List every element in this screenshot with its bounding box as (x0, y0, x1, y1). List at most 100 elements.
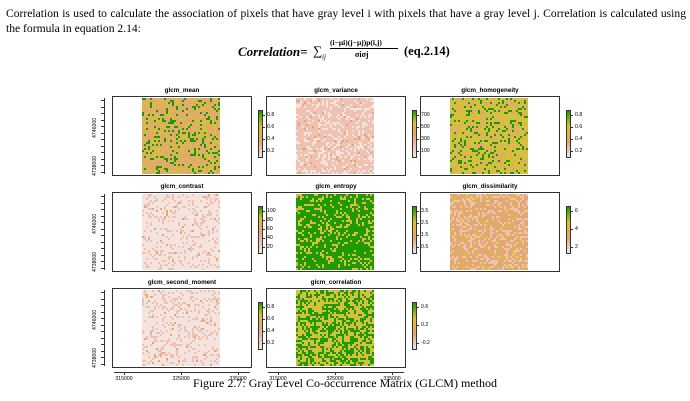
panel-title-glcm_entropy: glcm_entropy (315, 183, 357, 190)
y-axis-tick (101, 209, 104, 210)
legend-tick (263, 139, 265, 140)
y-axis-line (104, 194, 105, 270)
legend-tick (417, 235, 419, 236)
legend-label-glcm_homogeneity: 0.2 (575, 148, 583, 154)
x-tick-label: 315000 (269, 376, 287, 382)
legend-label-glcm_second_moment: 0.6 (267, 316, 275, 322)
body-paragraph: Correlation is used to calculate the ass… (6, 7, 686, 35)
y-axis-tick (101, 318, 104, 319)
formula-numerator: (i−μi)(j−μj)p(i,j) (330, 38, 382, 47)
y-axis-tick (101, 171, 104, 173)
panel-frame-glcm_second_moment (112, 288, 252, 368)
legend-tick (263, 238, 265, 239)
legend-tick (571, 115, 573, 116)
y-axis-tick (101, 235, 104, 236)
y-axis-tick (101, 337, 104, 339)
legend-tick (417, 343, 419, 344)
legend-tick (417, 211, 419, 212)
panel-title-glcm_second_moment: glcm_second_moment (147, 279, 217, 286)
legend-label-glcm_contrast: 80 (267, 217, 273, 223)
y-axis-tick (101, 215, 104, 217)
y-axis-tick (101, 165, 104, 166)
y-axis-tick (101, 152, 104, 153)
y-axis-tick (101, 267, 104, 269)
legend-bar-glcm_homogeneity (566, 110, 571, 158)
legend-tick (417, 325, 419, 326)
legend-bar-glcm_correlation (412, 302, 417, 350)
y-axis-tick (101, 311, 104, 313)
legend-bar-glcm_entropy (412, 206, 417, 254)
legend-label-glcm_homogeneity: 0.6 (575, 124, 583, 130)
x-tick-label: 325000 (172, 376, 190, 382)
y-axis-tick (101, 132, 104, 134)
x-axis-tick (335, 372, 336, 375)
raster-glcm_dissimilarity (450, 194, 528, 270)
x-axis-line (114, 372, 250, 373)
panel-frame-glcm_variance (266, 96, 406, 176)
panel-title-glcm_contrast: glcm_contrast (160, 183, 204, 190)
y-axis-tick (101, 344, 104, 345)
legend-tick (263, 343, 265, 344)
x-axis-tick (124, 372, 125, 375)
legend-label-glcm_second_moment: 0.4 (267, 328, 275, 334)
legend-label-glcm_mean: 0.2 (267, 148, 275, 154)
legend-bar-glcm_mean (258, 110, 263, 158)
y-axis-tick (101, 196, 104, 197)
legend-tick (263, 331, 265, 332)
legend-tick (571, 151, 573, 152)
legend-tick (263, 211, 265, 212)
x-axis-tick (181, 372, 182, 375)
legend-label-glcm_mean: 0.4 (267, 136, 275, 142)
y-tick-label: 4746000 (92, 309, 98, 330)
legend-tick (571, 211, 573, 212)
legend-tick (263, 319, 265, 320)
legend-label-glcm_entropy: 2.5 (421, 220, 429, 226)
formula-denominator: σiσj (355, 50, 369, 59)
legend-label-glcm_contrast: 60 (267, 226, 273, 232)
legend-label-glcm_dissimilarity: 6 (575, 208, 578, 214)
y-axis-tick (101, 113, 104, 114)
legend-tick (417, 127, 419, 128)
x-tick-label: 325000 (326, 376, 344, 382)
x-tick-label: 335000 (229, 376, 247, 382)
legend-tick (263, 220, 265, 221)
legend-tick (571, 247, 573, 248)
x-tick-label: 315000 (115, 376, 133, 382)
panel-title-glcm_homogeneity: glcm_homogeneity (461, 87, 519, 94)
y-axis-tick (101, 158, 104, 160)
y-axis-tick (101, 350, 104, 352)
y-axis-tick (101, 202, 104, 204)
legend-label-glcm_contrast: 100 (267, 208, 276, 214)
y-axis-tick (101, 298, 104, 300)
legend-label-glcm_correlation: 0.2 (421, 322, 429, 328)
y-tick-label: 4746000 (92, 213, 98, 234)
formula-lhs: Correlation= (238, 44, 308, 59)
x-axis-tick (392, 372, 393, 375)
legend-label-glcm_mean: 0.6 (267, 124, 275, 130)
panel-title-glcm_mean: glcm_mean (164, 87, 200, 94)
y-axis-tick (101, 357, 104, 358)
legend-label-glcm_homogeneity: 0.4 (575, 136, 583, 142)
panel-frame-glcm_homogeneity (420, 96, 560, 176)
y-axis-tick (101, 106, 104, 108)
y-axis-tick (101, 126, 104, 127)
correlation-formula: Correlation= ∑ ij (i−μi)(j−μj)p(i,j) σiσ… (238, 38, 498, 62)
legend-bar-glcm_dissimilarity (566, 206, 571, 254)
panel-frame-glcm_correlation (266, 288, 406, 368)
legend-label-glcm_entropy: 3.5 (421, 208, 429, 214)
legend-label-glcm_variance: 500 (421, 124, 430, 130)
equation-label: (eq.2.14) (404, 44, 450, 58)
panel-frame-glcm_mean (112, 96, 252, 176)
panel-frame-glcm_entropy (266, 192, 406, 272)
legend-tick (571, 229, 573, 230)
y-axis-tick (101, 331, 104, 332)
legend-tick (263, 229, 265, 230)
legend-tick (417, 307, 419, 308)
y-axis-tick (101, 324, 104, 326)
y-tick-label: 4738000 (92, 251, 98, 272)
x-axis-tick (278, 372, 279, 375)
legend-tick (263, 127, 265, 128)
legend-label-glcm_entropy: 1.5 (421, 232, 429, 238)
y-axis-tick (101, 139, 104, 140)
